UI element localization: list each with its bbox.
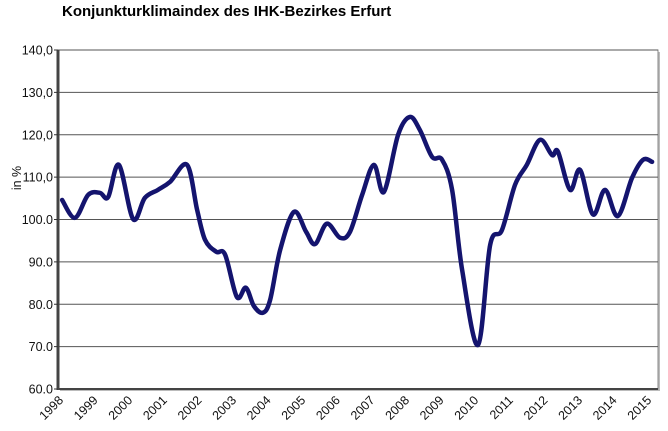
x-tick-label: 2007 bbox=[348, 393, 378, 423]
gridlines bbox=[56, 49, 660, 391]
x-tick-label: 2013 bbox=[556, 393, 586, 423]
x-tick-label: 2009 bbox=[417, 393, 447, 423]
series bbox=[59, 114, 655, 348]
y-tick-label: 90.0 bbox=[29, 255, 53, 269]
y-tick-label: 70.0 bbox=[29, 340, 53, 354]
y-tick-label: 110,0 bbox=[23, 171, 53, 185]
y-tick-label: 100.0 bbox=[22, 213, 53, 227]
y-tick-label: 130,0 bbox=[22, 86, 53, 100]
y-tick-label: 60.0 bbox=[29, 383, 53, 397]
x-tick-label: 2015 bbox=[625, 393, 655, 423]
y-axis-ticks: 140,0 130,0 120,0 110,0 100.0 90.0 80.0 70.0 60.… bbox=[22, 44, 58, 397]
x-tick-label: 1998 bbox=[37, 393, 67, 423]
series-line bbox=[59, 114, 655, 348]
y-tick-label: 120,0 bbox=[22, 128, 53, 142]
y-axis-label: in % bbox=[10, 166, 24, 190]
x-tick-label: 2010 bbox=[452, 393, 482, 423]
chart-title: Konjunkturklimaindex des IHK-Bezirkes Er… bbox=[62, 3, 392, 20]
x-tick-label: 2002 bbox=[175, 393, 205, 423]
x-tick-label: 2005 bbox=[279, 393, 309, 423]
x-tick-label: 2011 bbox=[487, 393, 516, 422]
x-tick-label: 2008 bbox=[383, 393, 413, 423]
x-tick-label: 2012 bbox=[521, 393, 551, 423]
x-tick-label: 2001 bbox=[140, 393, 170, 423]
x-tick-label: 2006 bbox=[313, 393, 343, 423]
x-axis-ticks: 1998 1999 2000 2001 2002 2003 2004 2005 2006 2007… bbox=[37, 393, 655, 423]
y-tick-label: 140,0 bbox=[22, 44, 53, 58]
x-tick-label: 2004 bbox=[244, 393, 274, 423]
x-tick-label: 2000 bbox=[106, 393, 136, 423]
x-tick-label: 1999 bbox=[71, 393, 101, 423]
x-tick-label: 2003 bbox=[210, 393, 240, 423]
x-tick-label: 2014 bbox=[590, 393, 620, 423]
y-tick-label: 80.0 bbox=[29, 298, 53, 312]
